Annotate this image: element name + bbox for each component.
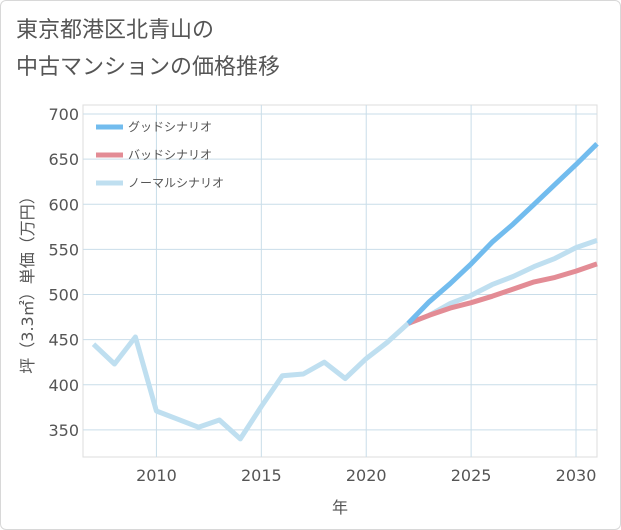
y-tick-label: 500 [48,286,79,305]
x-axis-ticks: 2010 2015 2020 2025 2030 [136,466,596,485]
legend-label: グッドシナリオ [128,120,212,134]
y-axis-title: 坪（3.3㎡）単価（万円） [18,188,37,373]
x-tick-label: 2020 [346,466,387,485]
chart-title: 東京都港区北青山の 中古マンションの価格推移 [16,18,281,80]
y-tick-label: 600 [48,195,79,214]
y-tick-label: 550 [48,240,79,259]
y-axis-ticks: 350 400 450 500 550 600 650 700 [48,105,79,440]
y-tick-label: 350 [48,421,79,440]
series-line [406,142,599,326]
y-tick-label: 700 [48,105,79,124]
plot-border [82,104,598,458]
y-tick-label: 650 [48,150,79,169]
grid [82,104,598,458]
y-tick-label: 400 [48,376,79,395]
series-line [407,261,598,326]
x-tick-label: 2010 [136,466,177,485]
x-tick-label: 2025 [451,466,492,485]
legend-label: バッドシナリオ [128,148,212,162]
series-lines [91,142,599,442]
series-line [91,238,598,442]
x-tick-label: 2015 [241,466,282,485]
x-axis-title: 年 [332,498,348,517]
x-tick-label: 2030 [556,466,597,485]
legend-label: ノーマルシナリオ [128,176,224,190]
y-tick-label: 450 [48,331,79,350]
